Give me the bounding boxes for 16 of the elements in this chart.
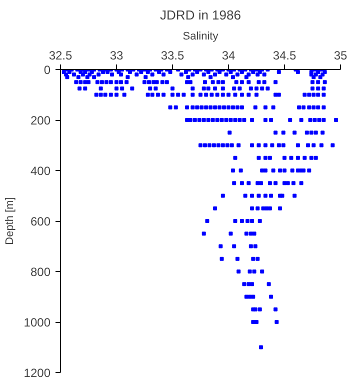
x-tick-label: 34.5 <box>272 48 297 62</box>
y-tick-label: 1000 <box>24 316 51 330</box>
y-tick-label: 600 <box>30 214 51 228</box>
y-tick-label: 1200 <box>24 366 51 380</box>
x-tick-label: 33.5 <box>160 48 185 62</box>
x-axis-title: Salinity <box>182 30 219 42</box>
x-tick-label: 35 <box>334 48 348 62</box>
y-tick-label: 0 <box>44 63 51 77</box>
x-tick-label: 32.5 <box>48 48 73 62</box>
x-tick-label: 34 <box>222 48 236 62</box>
x-tick-label: 33 <box>110 48 124 62</box>
chart-title: JDRD in 1986 <box>160 8 241 22</box>
y-tick-label: 400 <box>30 164 51 178</box>
y-tick-label: 800 <box>30 265 51 279</box>
y-tick-label: 200 <box>30 114 51 128</box>
y-axis-title: Depth [m] <box>4 197 16 245</box>
